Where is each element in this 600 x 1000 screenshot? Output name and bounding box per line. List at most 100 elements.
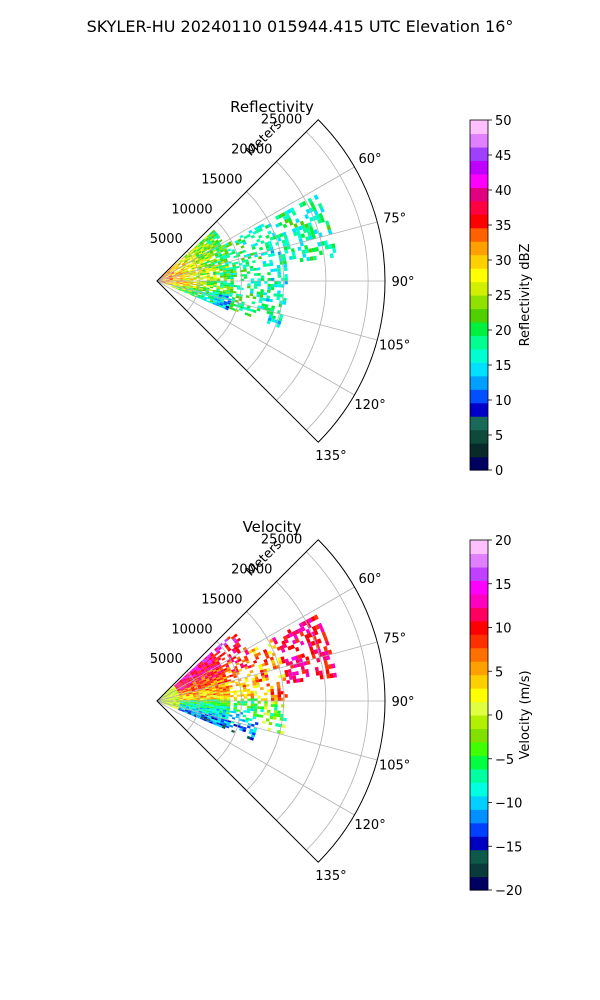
radar-gate	[216, 290, 220, 293]
radar-gate	[172, 277, 177, 279]
radar-gate	[226, 288, 231, 291]
radar-gate	[254, 703, 258, 707]
radar-gate	[209, 695, 214, 697]
radar-gate	[179, 697, 183, 699]
radar-gate	[263, 692, 268, 696]
radar-gate	[168, 705, 172, 708]
radar-gate	[218, 265, 223, 268]
radar-gate	[181, 269, 185, 272]
radar-gate	[186, 284, 190, 286]
radar-gate	[223, 273, 227, 276]
colorbar-tick-label: 15	[495, 359, 512, 374]
radar-gate	[214, 666, 219, 670]
radar-gate	[199, 284, 204, 286]
radar-gate	[220, 697, 224, 700]
radar-gate	[277, 284, 282, 288]
radar-gate	[217, 297, 222, 300]
radar-gate	[175, 286, 179, 288]
radar-gate	[317, 218, 322, 224]
radar-gate	[224, 662, 229, 667]
radar-gate	[246, 691, 251, 694]
radar-gate	[179, 259, 182, 262]
radar-gate	[193, 676, 198, 680]
radar-gate	[200, 667, 204, 671]
radar-gate	[172, 286, 176, 288]
radar-gate	[223, 256, 227, 260]
radar-gate	[165, 703, 169, 706]
radar-gate	[193, 276, 197, 279]
radar-gate	[241, 719, 246, 723]
radar-gate	[183, 698, 187, 700]
radar-gate	[165, 275, 169, 277]
radar-gate	[318, 212, 324, 219]
radar-gate	[213, 299, 218, 303]
radar-gate	[166, 701, 170, 703]
radar-gate	[217, 717, 222, 720]
radar-gate	[217, 672, 222, 676]
radar-gate	[238, 668, 243, 672]
radar-gate	[199, 666, 203, 670]
radar-gate	[169, 703, 173, 705]
radar-gate	[290, 248, 295, 253]
radar-gate	[183, 283, 187, 285]
radar-gate	[319, 627, 325, 633]
radar-gate	[164, 693, 168, 696]
radar-gate	[205, 710, 210, 713]
radar-gate	[276, 713, 281, 718]
colorbar-tick-label: 50	[495, 114, 512, 129]
radar-gate	[284, 274, 288, 278]
radar-gate	[189, 703, 194, 705]
radar-gate	[211, 684, 215, 687]
colorbar-label: Reflectivity dBZ	[518, 244, 533, 347]
radar-gate	[208, 686, 212, 689]
radar-gate	[172, 282, 177, 284]
radar-gate	[310, 230, 315, 236]
colorbar-tick-label: −15	[495, 840, 522, 855]
radar-gate	[172, 697, 177, 699]
radar-gate	[261, 678, 266, 682]
radar-gate	[188, 290, 192, 293]
radar-gate	[222, 690, 227, 693]
radar-gate	[204, 684, 208, 687]
radar-gate	[186, 696, 190, 698]
radar-gate	[289, 660, 294, 666]
radar-gate	[161, 695, 165, 698]
radar-gate	[201, 265, 205, 268]
radar-gate	[179, 279, 184, 281]
radar-gate	[171, 693, 175, 695]
radar-gate	[179, 278, 184, 280]
radar-gate	[261, 303, 266, 307]
radar-gate	[187, 686, 191, 689]
radar-gate	[212, 712, 216, 715]
radar-gate	[176, 266, 180, 270]
radar-gate	[190, 714, 195, 717]
radar-gate	[237, 703, 241, 706]
radar-gate	[169, 688, 173, 691]
radar-gate	[180, 681, 184, 684]
radar-gate	[231, 249, 235, 253]
radar-gate	[202, 671, 206, 675]
radar-gate	[164, 273, 168, 276]
radar-gate	[194, 245, 198, 249]
radar-gate	[267, 240, 272, 245]
radar-gate	[224, 644, 229, 649]
radar-gate	[222, 293, 226, 296]
radar-gate	[250, 234, 255, 239]
radar-gate	[203, 680, 207, 684]
azimuth-spoke	[156, 280, 355, 396]
radar-gate	[324, 244, 329, 250]
radar-gate	[172, 703, 177, 704]
radar-gate	[250, 701, 255, 704]
radar-gate	[277, 691, 281, 695]
radar-gate	[225, 244, 230, 248]
radar-gate	[198, 258, 202, 261]
radar-gate	[196, 682, 200, 685]
radar-gate	[205, 268, 209, 271]
radar-gate	[215, 675, 220, 679]
radar-gate	[192, 287, 196, 290]
radar-gate	[215, 234, 220, 238]
radar-gate	[209, 238, 214, 242]
radar-gate	[206, 282, 211, 284]
radar-gate	[239, 305, 244, 309]
radar-gate	[216, 710, 220, 713]
